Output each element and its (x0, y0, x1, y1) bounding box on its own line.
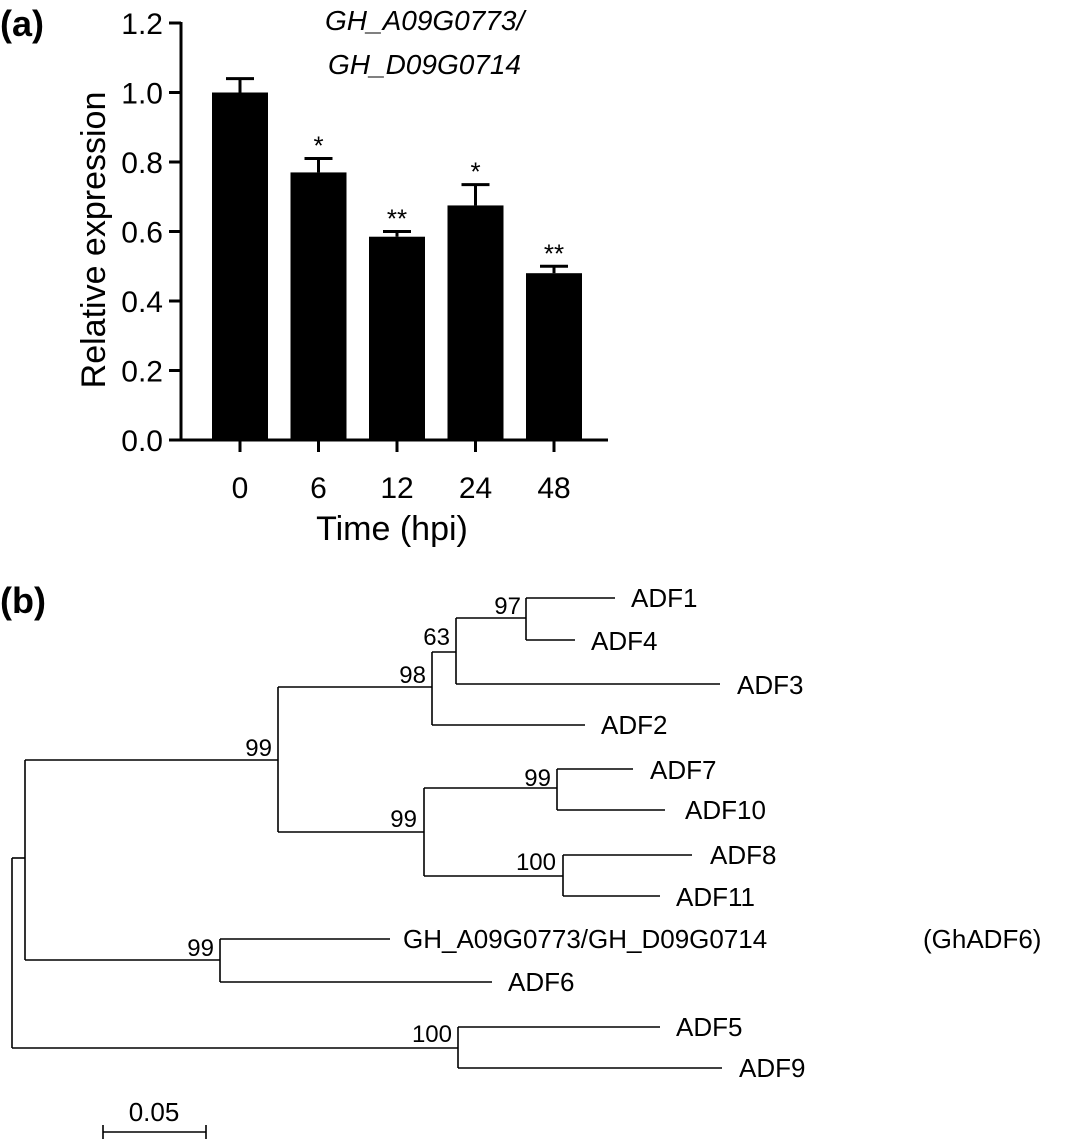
x-tick-label: 12 (380, 472, 413, 505)
x-tick-label: 48 (537, 472, 570, 505)
panel-a-label: (a) (0, 3, 44, 44)
bootstrap-value: 98 (399, 662, 426, 689)
chart-title-line2: GH_D09G0714 (328, 49, 521, 80)
bar (447, 205, 504, 440)
tree-leaf-labels: ADF1 ADF4 ADF3 ADF2 ADF7 ADF10 ADF8 ADF1… (403, 583, 1041, 1083)
bar (212, 92, 268, 440)
significance-mark: ** (387, 204, 407, 234)
leaf-label: ADF11 (676, 882, 755, 912)
bootstrap-values: 97 63 98 99 99 99 100 99 100 (187, 593, 556, 1048)
leaf-label: ADF3 (737, 670, 803, 700)
leaf-label: ADF1 (631, 583, 697, 613)
leaf-label: ADF4 (591, 626, 657, 656)
y-tick-label: 0.2 (121, 356, 163, 389)
significance-mark: * (313, 131, 323, 161)
y-tick-label: 1.0 (121, 78, 163, 111)
leaf-label: ADF8 (710, 840, 776, 870)
y-tick-label: 0.0 (121, 425, 163, 458)
leaf-label: GH_A09G0773/GH_D09G0714 (403, 924, 767, 954)
panel-b-label: (b) (0, 580, 46, 621)
x-axis-title: Time (hpi) (316, 510, 468, 548)
bar (369, 236, 425, 440)
y-ticks: 0.0 0.2 0.4 0.6 0.8 1.0 1.2 (121, 8, 181, 458)
bar (526, 273, 582, 440)
phylogenetic-tree (11, 597, 722, 1069)
bootstrap-value: 99 (245, 735, 272, 762)
leaf-label: (GhADF6) (923, 924, 1041, 954)
y-axis-title: Relative expression (75, 92, 113, 389)
leaf-label: ADF2 (601, 710, 667, 740)
y-tick-label: 0.8 (121, 147, 163, 180)
y-tick-label: 1.2 (121, 8, 163, 41)
x-tick-label: 24 (459, 472, 492, 505)
chart-title-line1: GH_A09G0773/ (325, 5, 527, 36)
leaf-label: ADF7 (650, 755, 716, 785)
scale-bar-label: 0.05 (129, 1097, 180, 1127)
x-tick-label: 6 (310, 472, 327, 505)
bars: ****** (212, 77, 582, 441)
leaf-label: ADF9 (739, 1053, 805, 1083)
bootstrap-value: 100 (412, 1021, 452, 1048)
significance-mark: * (470, 157, 480, 187)
bootstrap-value: 97 (494, 593, 521, 620)
bootstrap-value: 100 (516, 849, 556, 876)
y-tick-label: 0.6 (121, 217, 163, 250)
bootstrap-value: 63 (423, 624, 450, 651)
bootstrap-value: 99 (187, 935, 214, 962)
y-tick-label: 0.4 (121, 286, 163, 319)
leaf-label: ADF10 (685, 795, 766, 825)
leaf-label: ADF5 (676, 1012, 742, 1042)
bootstrap-value: 99 (524, 765, 551, 792)
bootstrap-value: 99 (390, 806, 417, 833)
scale-bar (102, 1125, 207, 1139)
x-ticks: 0 6 12 24 48 (232, 440, 571, 505)
significance-mark: ** (544, 238, 564, 268)
leaf-label: ADF6 (508, 967, 574, 997)
x-tick-label: 0 (232, 472, 249, 505)
bar (290, 172, 347, 441)
